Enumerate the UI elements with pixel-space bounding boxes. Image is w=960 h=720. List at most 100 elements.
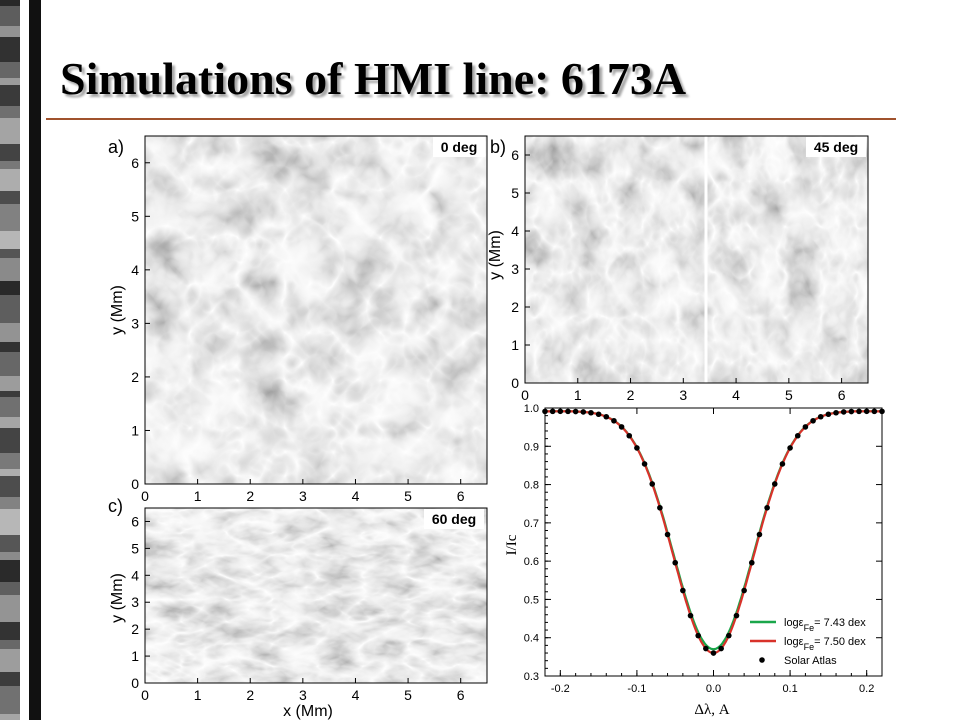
panel-c-y-tick-label: 1 [131,648,139,664]
panel-b-x-tick-label: 1 [574,387,582,403]
profile-y-tick-label: 0.3 [524,671,539,683]
legend-label-prefix: logε [784,617,804,629]
profile-atlas-point [794,432,801,439]
profile-atlas-point [871,408,878,415]
legend-series-2-label: logεFe= 7.50 dex [784,636,866,652]
legend-label-suffix: = 7.43 dex [814,617,866,629]
panel-a-y-tick-label: 4 [131,262,139,278]
panel-a-x-tick-label: 5 [404,488,412,504]
panel-b-y-ticks: 0 1 2 3 4 5 6 [511,147,530,391]
profile-atlas-point [680,587,686,594]
panel-a-x-tick-label: 1 [194,488,202,504]
panel-a-granulation-image [145,136,487,484]
panel-a-y-tick-label: 2 [131,369,139,385]
profile-atlas-point [764,504,770,511]
profile-atlas-points [542,408,885,656]
profile-atlas-point [779,461,786,467]
profile-atlas-point [748,559,755,566]
profile-x-tick-label: 0.1 [782,683,797,695]
panel-b-x-tick-label: 2 [627,387,635,403]
profile-atlas-point [611,417,617,424]
panel-b: 45 deg b) 0 1 2 3 4 5 6 0 1 2 3 4 5 6 y (Mm) [487,135,869,403]
profile-atlas-point [618,424,625,430]
profile-atlas-point [549,408,556,415]
panel-a-x-tick-label: 0 [141,488,149,504]
profile-atlas-point [641,461,648,467]
panel-a-x-tick-label: 3 [299,488,307,504]
legend-label-suffix: = 7.50 dex [814,636,866,648]
profile-y-tick-label: 1.0 [524,403,539,415]
profile-atlas-point [595,411,602,418]
profile-x-axis-label: Δλ, A [694,702,729,718]
profile-atlas-point [718,645,724,652]
profile-atlas-point [833,409,839,416]
panel-c-x-axis-label: x (Mm) [283,703,333,720]
profile-atlas-point [710,650,717,656]
profile-atlas-point [588,409,594,416]
panel-a-y-tick-label: 1 [131,422,139,438]
panel-b-x-tick-label: 0 [521,387,529,403]
panel-c-y-tick-label: 5 [131,540,139,556]
profile-atlas-point [756,531,763,538]
legend-label-prefix: logε [784,636,804,648]
panel-a-y-axis-label: y (Mm) [109,285,126,335]
panel-b-y-tick-label: 5 [511,185,519,201]
film-strip-decoration [0,0,48,720]
panel-a-x-tick-label: 6 [457,488,465,504]
profile-y-tick-label: 0.6 [524,556,539,568]
profile-atlas-point [863,408,870,415]
slide-title: Simulations of HMI line: 6173A [60,53,687,104]
panel-b-label: b) [490,137,506,157]
panel-c-y-tick-label: 0 [131,675,139,691]
profile-atlas-point [840,409,847,415]
profile-atlas-point [603,413,610,420]
profile-atlas-point [848,408,855,415]
panel-b-y-tick-label: 6 [511,147,519,163]
panel-a-angle-label: 0 deg [441,139,478,155]
profile-atlas-point [703,645,709,652]
panel-a-y-tick-label: 3 [131,315,139,331]
panel-c-granulation-image [145,508,487,683]
panel-a-angle-box [433,137,485,157]
legend-label-subscript: Fe [804,642,815,652]
panel-b-y-tick-label: 3 [511,261,519,277]
panel-a-y-tick-label: 5 [131,208,139,224]
profile-atlas-point [817,413,824,420]
panel-a-label: a) [108,137,124,157]
profile-atlas-point [580,409,587,415]
profile-y-tick-label: 0.5 [524,594,539,606]
panel-b-y-axis-label: y (Mm) [487,230,504,280]
profile-y-tick-label: 0.9 [524,441,539,453]
panel-b-x-tick-label: 4 [732,387,740,403]
legend-label-subscript: Fe [804,623,815,633]
panel-b-y-tick-label: 1 [511,337,519,353]
panel-b-x-ticks: 0 1 2 3 4 5 6 [521,378,846,403]
profile-x-tick-label: -0.2 [551,683,570,695]
line-profile-chart: -0.2 -0.1 0.0 0.1 0.2 0.3 0.4 0.5 0.6 0.7 0.8 0.9 1.… [504,400,886,718]
profile-y-tick-label: 0.4 [524,633,539,645]
panel-c-x-tick-label: 0 [141,687,149,703]
panel-a-y-ticks: 0 1 2 3 4 5 6 [131,155,150,492]
panel-a-y-tick-label: 6 [131,155,139,171]
panel-c-y-tick-label: 4 [131,567,139,583]
profile-x-tick-label: 0.0 [706,683,721,695]
panel-c-x-tick-label: 2 [246,687,254,703]
profile-x-tick-label: 0.2 [859,683,874,695]
profile-atlas-point [825,411,832,418]
profile-atlas-point [657,504,663,511]
panel-c-x-tick-label: 3 [299,687,307,703]
panel-b-x-tick-label: 6 [838,387,846,403]
legend-atlas-label: Solar Atlas [784,655,837,667]
legend-atlas-marker [759,657,765,663]
profile-atlas-point [787,445,793,451]
profile-atlas-point [687,612,694,619]
panel-b-angle-box [806,137,866,157]
panel-a-x-tick-label: 2 [246,488,254,504]
profile-atlas-point [726,632,732,639]
profile-x-tick-label: -0.1 [627,683,646,695]
panel-c-x-ticks: 0 1 2 3 4 5 6 [141,678,465,703]
panel-c-angle-box [424,509,484,529]
profile-atlas-point [741,587,747,594]
legend-series-1-label: logεFe= 7.43 dex [784,617,866,633]
